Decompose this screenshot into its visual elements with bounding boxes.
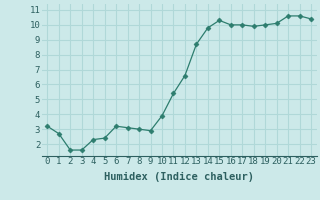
X-axis label: Humidex (Indice chaleur): Humidex (Indice chaleur) [104,172,254,182]
